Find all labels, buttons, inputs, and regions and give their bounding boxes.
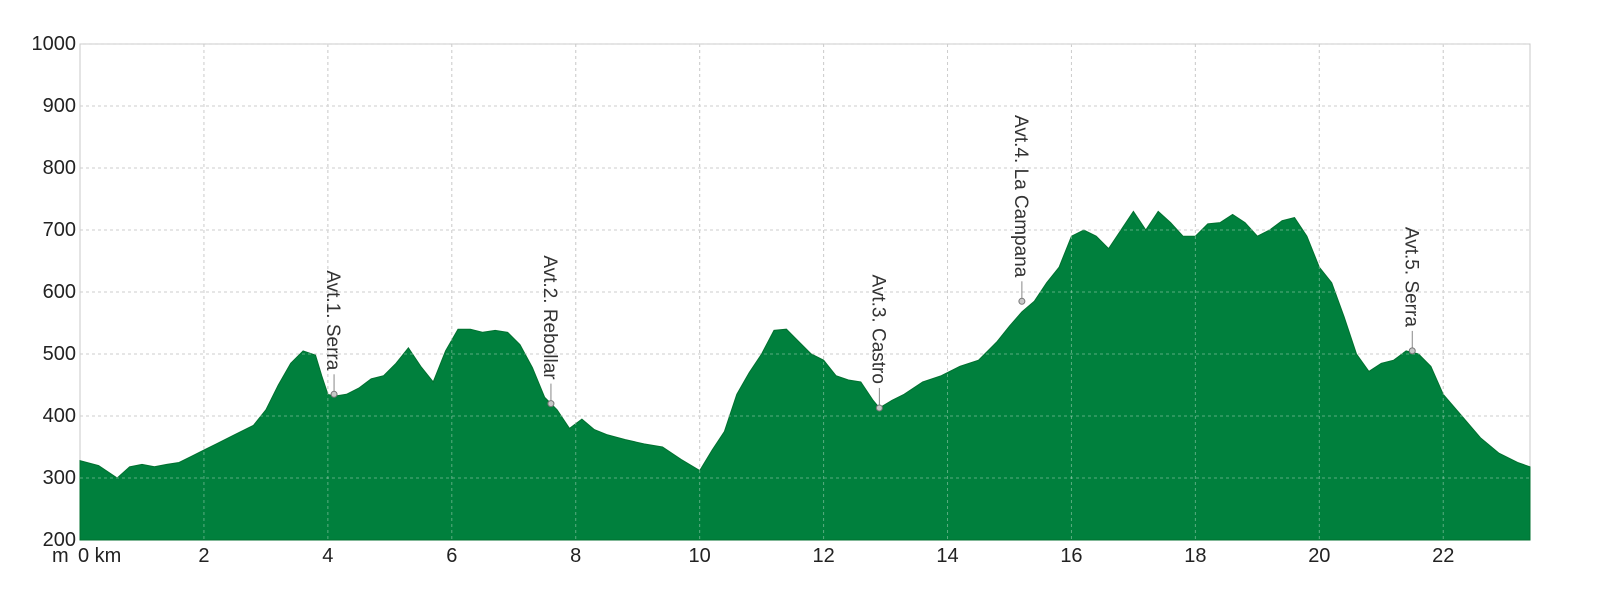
elevation-area xyxy=(79,210,1531,541)
y-tick-label: 500 xyxy=(43,343,76,365)
y-tick-label: 600 xyxy=(43,281,76,303)
x-tick-label: 8 xyxy=(570,545,581,567)
y-tick-label: 400 xyxy=(43,405,76,427)
annotation-label: Avt.4. La Campana xyxy=(1010,115,1031,278)
y-tick-label: 300 xyxy=(43,467,76,489)
annotation-label: Avt.2. Rebollar xyxy=(539,255,560,380)
y-tick-label: 800 xyxy=(43,157,76,179)
x-tick-label: 14 xyxy=(936,545,958,567)
x-tick-label: 12 xyxy=(812,545,834,567)
x-tick-label: 2 xyxy=(198,545,209,567)
x-tick-label: 6 xyxy=(446,545,457,567)
x-tick-label: 20 xyxy=(1308,545,1330,567)
annotation-marker xyxy=(875,404,883,412)
annotation-marker xyxy=(330,390,338,398)
x-tick-label: 18 xyxy=(1184,545,1206,567)
y-tick-label: 1000 xyxy=(32,33,77,55)
annotation-marker xyxy=(1018,297,1026,305)
x-tick-label: 10 xyxy=(689,545,711,567)
x-tick-label: 22 xyxy=(1432,545,1454,567)
annotation-marker xyxy=(1408,347,1416,355)
annotation-marker xyxy=(547,400,555,408)
annotation-label: Avt.3. Castro xyxy=(867,274,888,383)
y-tick-label: 700 xyxy=(43,219,76,241)
y-unit-label: m xyxy=(52,545,69,567)
x-tick-label: 0 km xyxy=(78,545,121,567)
annotation-label: Avt.1. Serra xyxy=(322,270,343,370)
y-tick-label: 900 xyxy=(43,95,76,117)
annotation-label: Avt.5. Serra xyxy=(1400,227,1421,327)
y-tick-label: 200 xyxy=(43,529,76,551)
x-tick-label: 4 xyxy=(322,545,333,567)
x-tick-label: 16 xyxy=(1060,545,1082,567)
